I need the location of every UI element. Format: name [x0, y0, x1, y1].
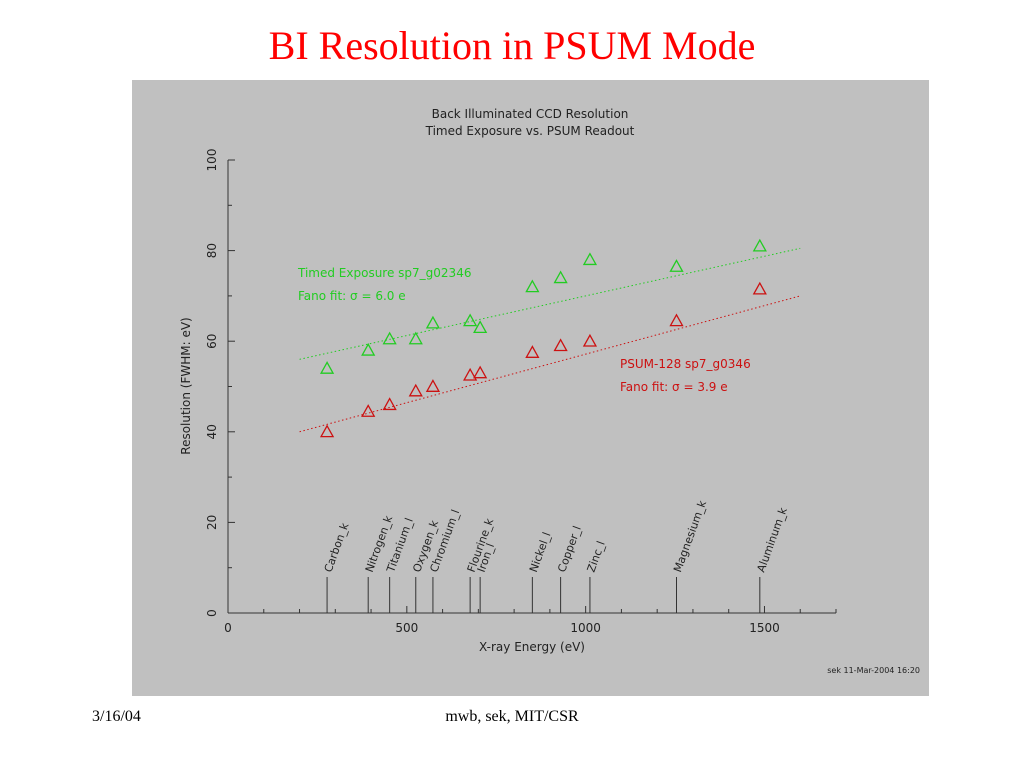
psum-data-point — [525, 345, 540, 358]
psum-data-point — [463, 367, 478, 381]
psum-fit-label: Fano fit: σ = 3.9 e — [620, 380, 728, 394]
slide-title: BI Resolution in PSUM Mode — [268, 23, 756, 68]
y-tick-label: 0 — [205, 609, 219, 617]
x-axis-label: X-ray Energy (eV) — [479, 640, 585, 654]
psum-data-point — [752, 281, 767, 295]
y-tick-label: 40 — [205, 424, 219, 439]
timed-data-point — [582, 252, 598, 266]
y-axis-label: Resolution (FWHM: eV) — [179, 317, 193, 454]
plot-background — [132, 80, 929, 696]
timed-data-point — [669, 259, 684, 272]
timed-fit-line — [299, 247, 801, 360]
resolution-chart: Back Illuminated CCD Resolution Timed Ex… — [132, 80, 929, 696]
psum-data-point — [553, 338, 568, 352]
x-tick-label: 1500 — [749, 621, 780, 635]
footer-date: 3/16/04 — [92, 708, 141, 725]
timed-data-point — [473, 320, 488, 334]
x-tick-label: 500 — [395, 621, 418, 635]
footer-credits: mwb, sek, MIT/CSR — [445, 708, 579, 725]
psum-series-label: PSUM-128 sp7_g0346 — [620, 357, 751, 371]
timed-data-point — [463, 313, 478, 327]
y-tick-label: 100 — [205, 149, 219, 172]
timed-data-point — [425, 315, 441, 329]
timed-data-point — [408, 331, 423, 345]
timed-data-point — [525, 279, 540, 293]
timed-data-point — [553, 270, 568, 284]
timestamp-stamp: sek 11-Mar-2004 16:20 — [827, 666, 920, 675]
timed-data-point — [319, 361, 335, 374]
psum-data-point — [319, 424, 335, 438]
timed-fit-label: Fano fit: σ = 6.0 e — [298, 289, 406, 303]
psum-data-point — [382, 397, 397, 411]
timed-data-point — [752, 238, 767, 252]
psum-data-point — [669, 313, 684, 327]
timed-data-point — [382, 331, 397, 345]
chart-title: Back Illuminated CCD Resolution — [432, 107, 629, 121]
psum-data-point — [361, 404, 376, 417]
timed-data-point — [361, 342, 376, 356]
timed-series-label: Timed Exposure sp7_g02346 — [297, 266, 471, 280]
x-tick-label: 1000 — [570, 621, 601, 635]
psum-data-point — [473, 365, 488, 379]
y-tick-label: 20 — [205, 515, 219, 530]
psum-data-point — [408, 383, 423, 397]
x-tick-label: 0 — [224, 621, 232, 635]
chart-subtitle: Timed Exposure vs. PSUM Readout — [425, 124, 635, 138]
psum-fit-line — [299, 295, 801, 433]
y-tick-label: 80 — [205, 243, 219, 258]
psum-data-point — [425, 379, 441, 392]
psum-data-point — [582, 333, 598, 347]
y-tick-label: 60 — [205, 334, 219, 349]
